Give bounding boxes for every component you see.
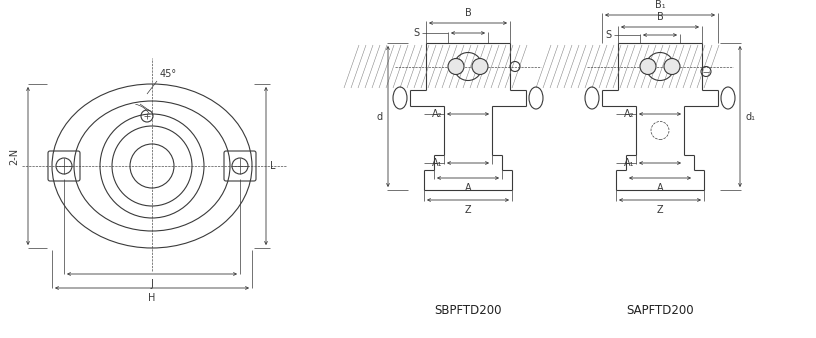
Text: Z: Z [657,205,663,215]
Text: 45°: 45° [160,69,177,79]
Text: S: S [414,28,420,38]
Text: Z: Z [464,205,472,215]
Text: A₁: A₁ [623,158,634,168]
Text: A: A [464,183,472,193]
Circle shape [472,58,488,74]
Text: SAPFTD200: SAPFTD200 [626,304,694,316]
Text: L: L [270,161,276,171]
Text: B₁: B₁ [654,0,665,10]
Text: d: d [377,112,383,121]
Text: J: J [151,279,153,289]
Text: A₂: A₂ [623,109,634,119]
Text: B: B [464,8,472,18]
Circle shape [640,58,656,74]
Text: S: S [605,30,612,40]
Text: d₁: d₁ [745,112,755,121]
Text: SBPFTD200: SBPFTD200 [434,304,502,316]
Text: A₁: A₁ [432,158,442,168]
Text: B: B [657,12,663,22]
Text: 2-N: 2-N [9,147,19,165]
Text: A: A [657,183,663,193]
Circle shape [448,58,464,74]
Text: A₂: A₂ [432,109,442,119]
Circle shape [664,58,680,74]
Text: H: H [149,293,156,303]
